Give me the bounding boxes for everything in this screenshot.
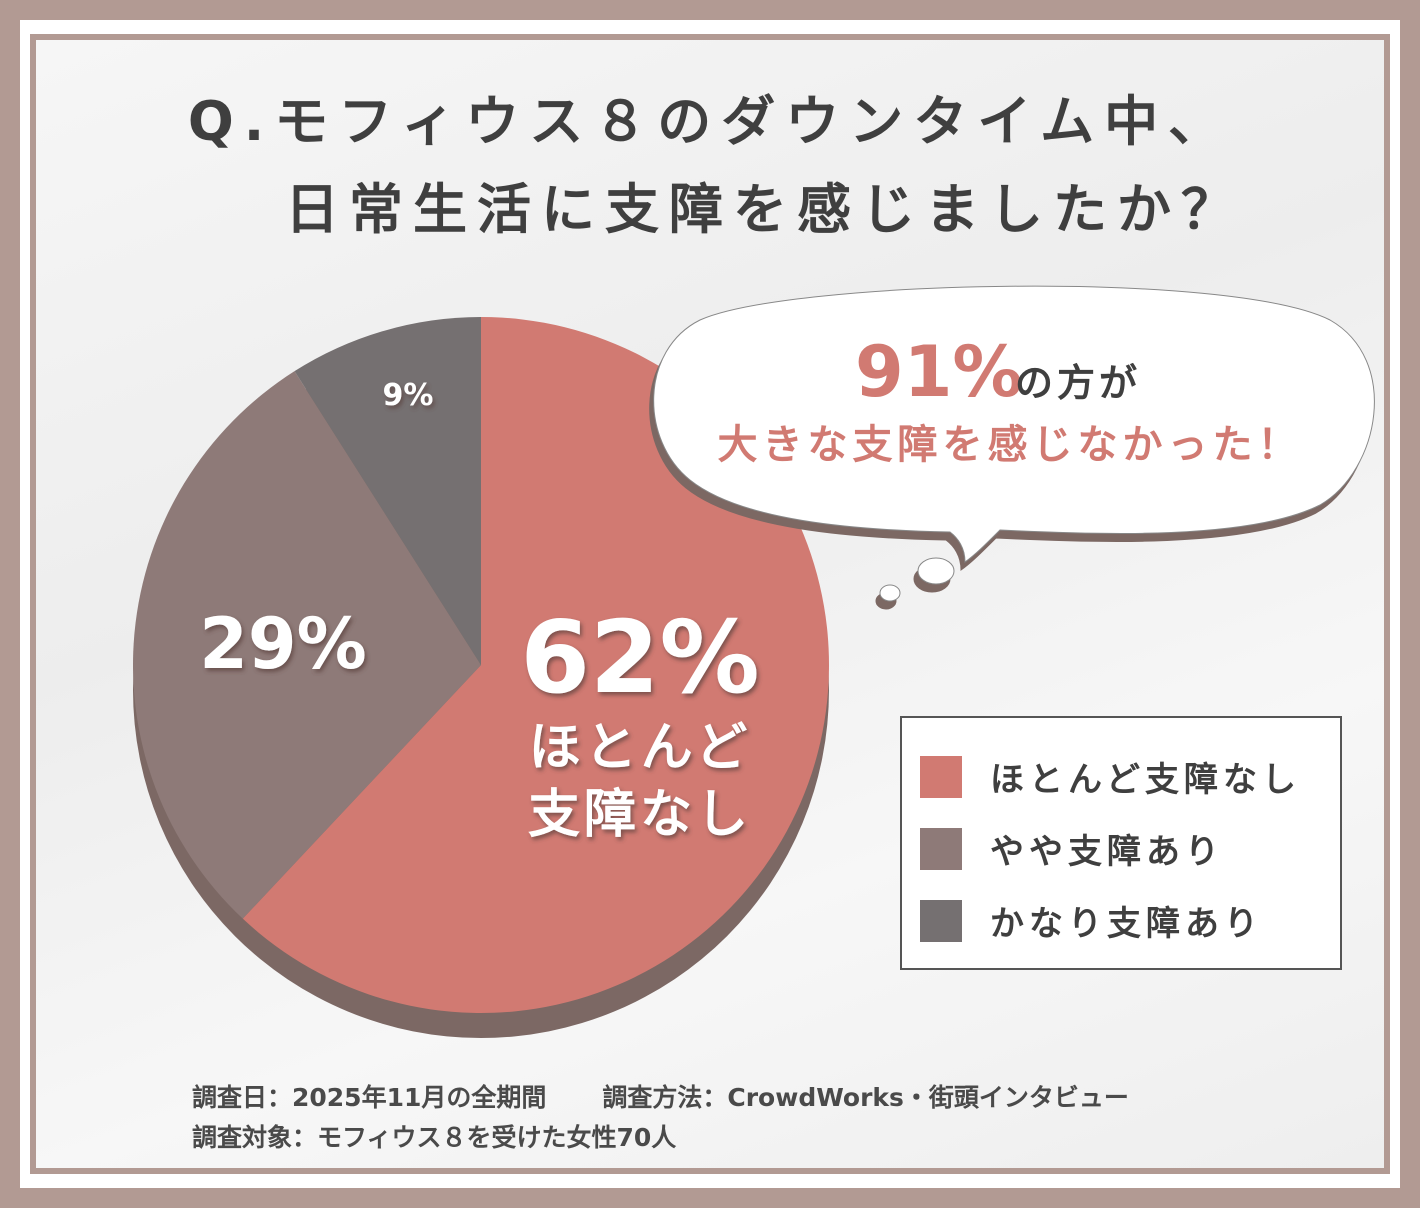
legend: ほとんど支障なし やや支障あり かなり支障あり [900,716,1342,970]
bubble-suffix: の方が [1015,361,1141,405]
legend-item-1: やや支障あり [920,824,1224,873]
data-label-0: 62% [520,599,759,716]
legend-label-1: やや支障あり [990,832,1224,872]
survey-date: 調査日：2025年11月の全期間 [192,1083,547,1112]
legend-swatch-0 [920,755,962,798]
legend-label-2: かなり支障あり [990,904,1263,944]
legend-item-2: かなり支障あり [920,896,1263,945]
legend-swatch-1 [920,827,962,870]
slice-label-line-1: ほとんど [529,718,751,778]
footer: 調査日：2025年11月の全期間 調査方法：CrowdWorks・街頭インタビュー… [192,1078,1185,1158]
survey-target: 調査対象：モフィウス８を受けた女性70人 [192,1123,677,1152]
pie-slice-2 [294,317,481,665]
data-label-2: 9% [383,378,434,413]
data-label-1: 29% [199,603,367,685]
survey-method: 調査方法：CrowdWorks・街頭インタビュー [602,1083,1129,1112]
legend-item-0: ほとんど支障なし [920,752,1301,801]
bubble-percent: 91% [855,331,1023,413]
speech-bubble [653,285,1375,602]
slice-label-line-2: 支障なし [528,785,752,845]
title-line-1: Q.モフィウス８のダウンタイム中、 [187,90,1233,153]
chart-title: Q.モフィウス８のダウンタイム中、 日常生活に支障を感じましたか？ [0,78,1420,254]
legend-swatch-2 [920,899,962,942]
bubble-line2: 大きな支障を感じなかった！ [718,422,1303,468]
pie-slice-0 [242,317,829,1013]
title-line-2: 日常生活に支障を感じましたか？ [285,178,1245,241]
pie-slice-1 [133,371,481,919]
legend-label-0: ほとんど支障なし [990,760,1301,800]
